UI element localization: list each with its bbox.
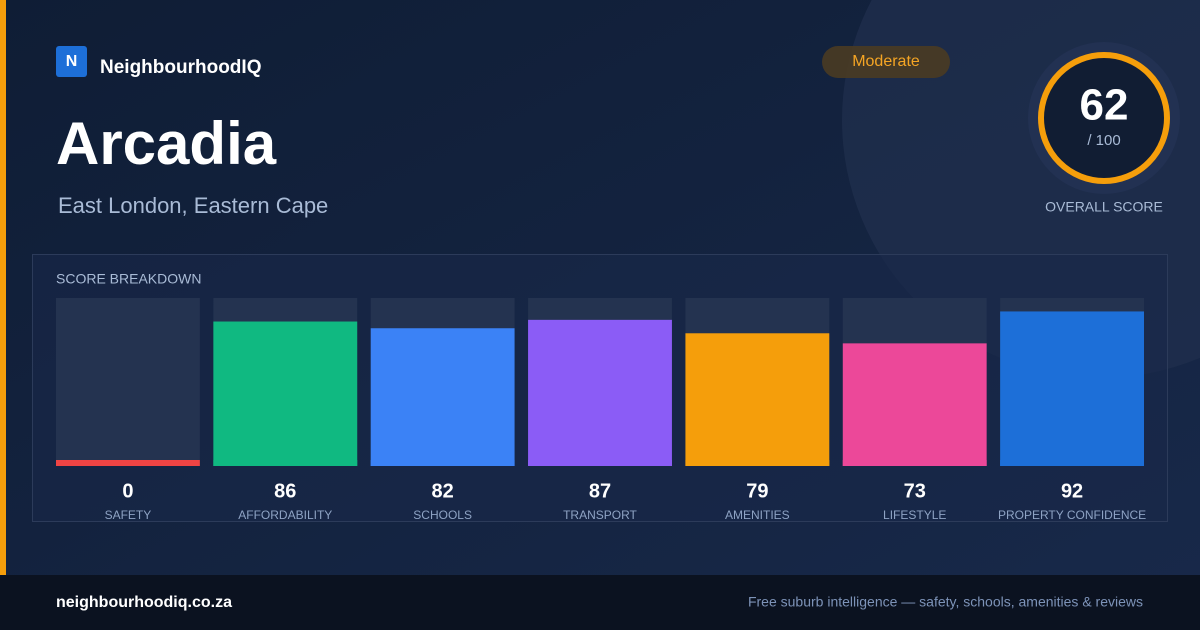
bar	[370, 328, 515, 466]
badge	[822, 46, 950, 78]
bar	[685, 333, 830, 466]
bar	[1000, 311, 1144, 466]
category-label: PROPERTY CONFIDENCE	[998, 508, 1146, 522]
brand: NeighbourhoodIQ	[100, 57, 261, 78]
category-label: SAFETY	[105, 508, 152, 522]
accent-stripe	[0, 0, 6, 575]
category-label: SCHOOLS	[413, 508, 472, 522]
value-label: 73	[904, 480, 926, 502]
badge-text: Moderate	[852, 53, 920, 70]
score-label: OVERALL SCORE	[1045, 199, 1163, 215]
value-label: 0	[122, 480, 133, 502]
score-out-of: / 100	[1087, 132, 1120, 149]
chart-title: SCORE BREAKDOWN	[56, 271, 201, 287]
score-value: 62	[1080, 81, 1129, 130]
bar	[842, 343, 987, 466]
value-label: 82	[432, 480, 454, 502]
value-label: 87	[589, 480, 611, 502]
category-label: AFFORDABILITY	[238, 508, 332, 522]
category-label: TRANSPORT	[563, 508, 637, 522]
footer-tagline: Free suburb intelligence — safety, schoo…	[748, 594, 1143, 610]
footer-site: neighbourhoodiq.co.za	[56, 594, 232, 611]
category-label: LIFESTYLE	[883, 508, 946, 522]
logo	[56, 46, 87, 77]
value-label: 92	[1061, 480, 1083, 502]
bar	[213, 321, 358, 466]
bar	[528, 319, 672, 466]
title: Arcadia	[56, 110, 277, 177]
bar-track	[56, 298, 200, 466]
category-label: AMENITIES	[725, 508, 790, 522]
score-ring	[1038, 52, 1170, 184]
logo-letter: N	[66, 53, 78, 70]
value-label: 86	[274, 480, 296, 502]
bar-base	[56, 460, 200, 466]
subtitle: East London, Eastern Cape	[58, 193, 328, 218]
footer	[0, 575, 1200, 630]
value-label: 79	[746, 480, 768, 502]
